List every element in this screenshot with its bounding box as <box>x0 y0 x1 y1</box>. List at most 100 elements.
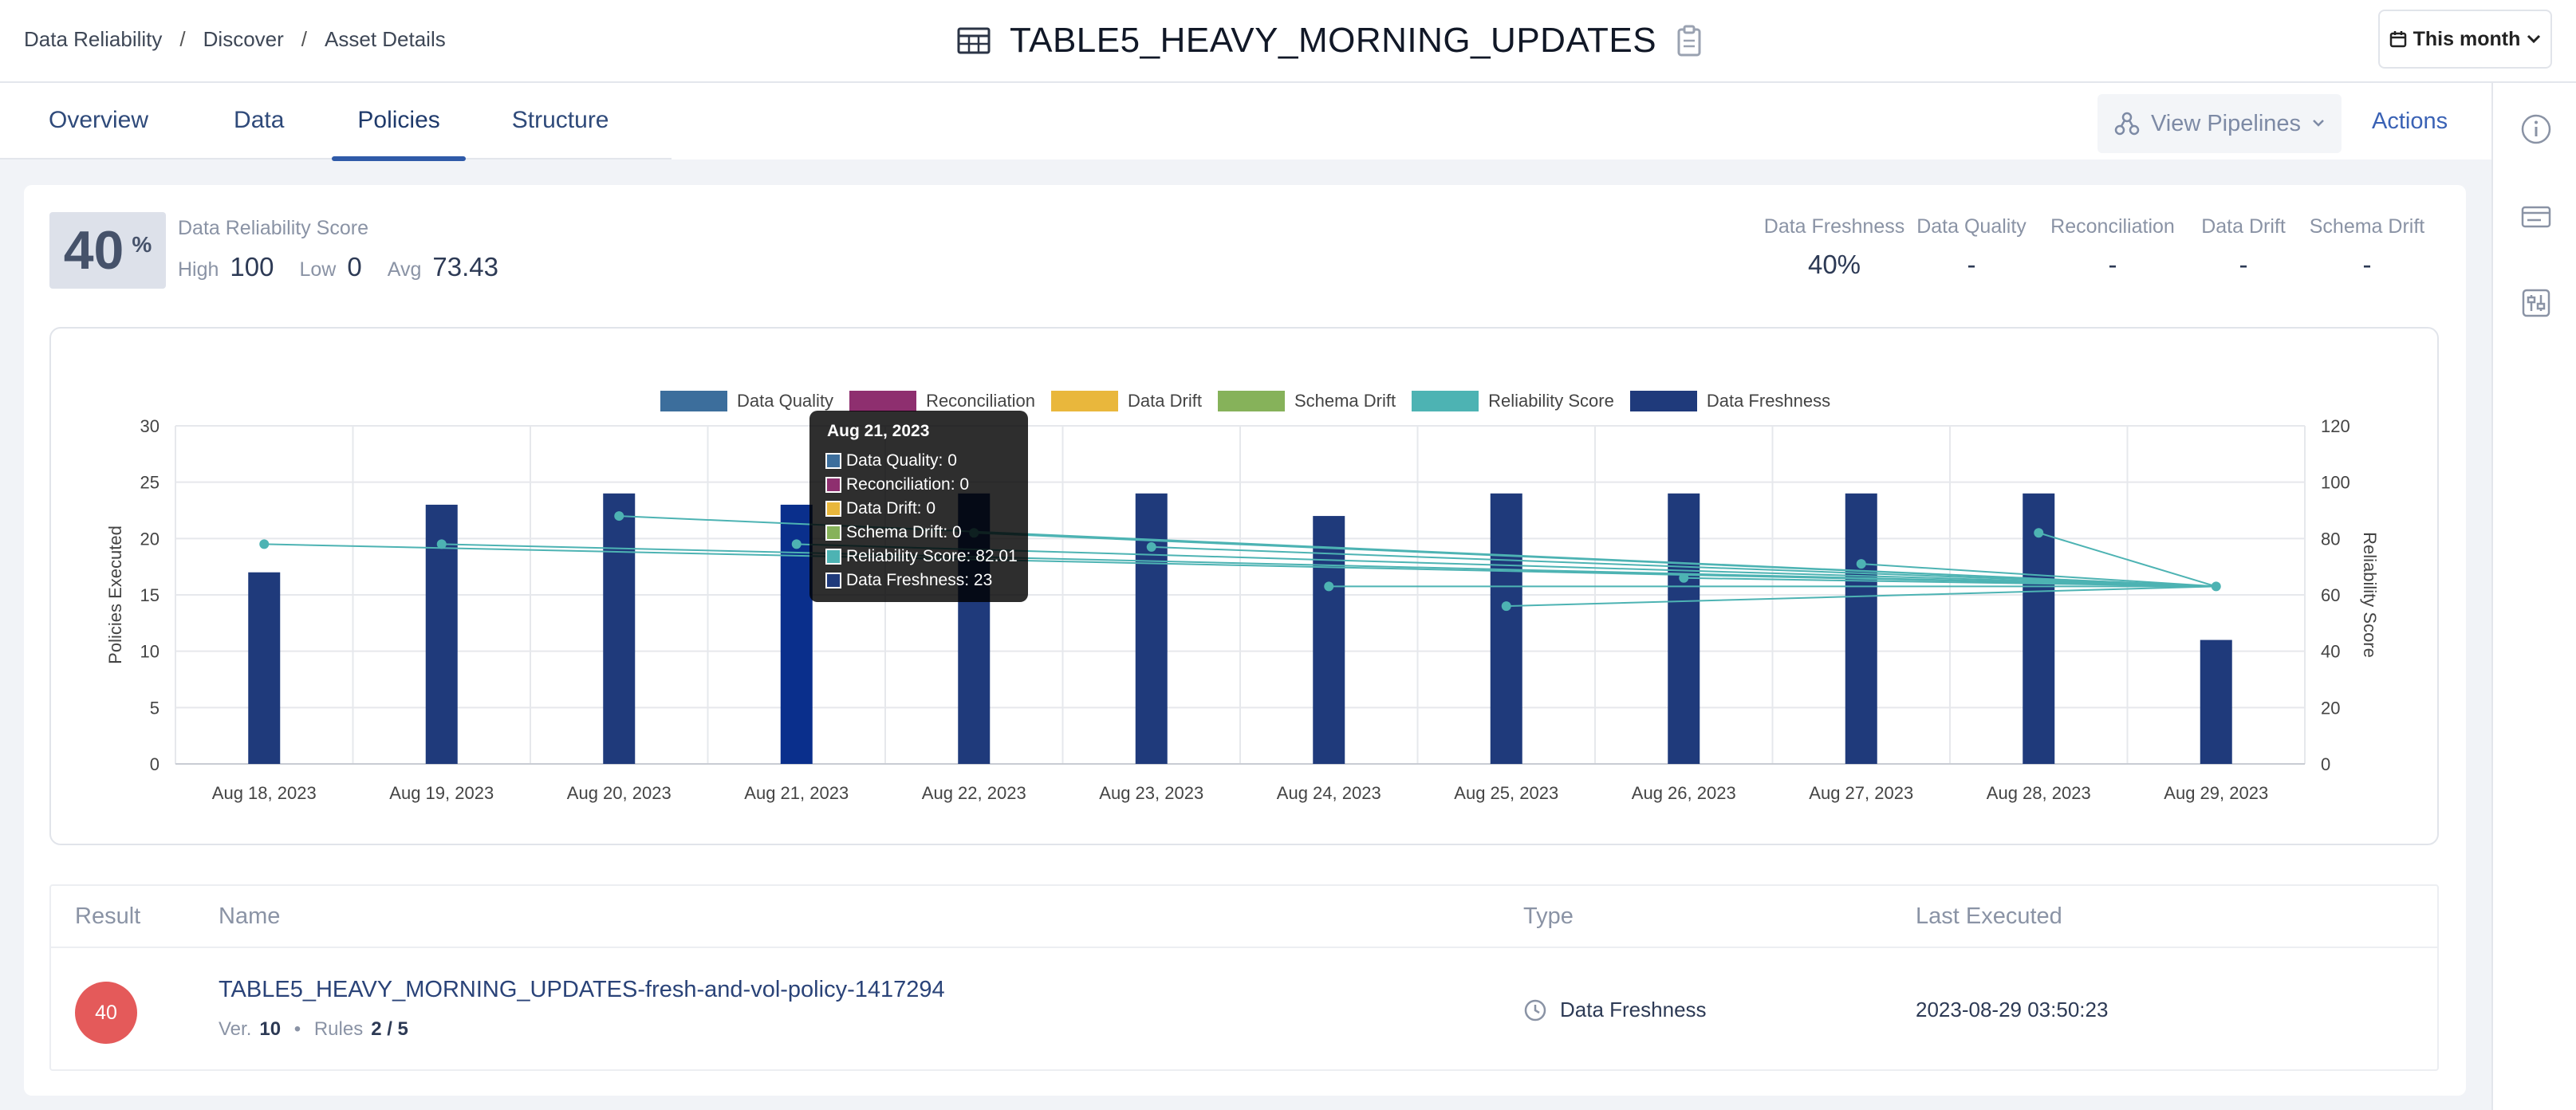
tooltip-row: Reliability Score: 82.01 <box>825 545 1020 569</box>
legend-label: Data Drift <box>1128 391 1202 411</box>
card-icon[interactable] <box>2520 201 2552 233</box>
page-title-group: TABLE5_HEAVY_MORNING_UPDATES <box>957 21 1703 61</box>
settings-sliders-icon[interactable] <box>2520 287 2552 319</box>
bullet-separator: • <box>289 1018 306 1040</box>
legend-item-reconciliation[interactable]: Reconciliation <box>849 391 1035 411</box>
legend-item-data-quality[interactable]: Data Quality <box>660 391 833 411</box>
breadcrumb-asset-details: Asset Details <box>325 27 446 51</box>
copy-clipboard-icon[interactable] <box>1676 25 1703 57</box>
tooltip-swatch <box>825 477 841 493</box>
legend-item-schema-drift[interactable]: Schema Drift <box>1217 391 1396 411</box>
tooltip-text: Data Drift: 0 <box>846 499 936 518</box>
table-icon <box>957 27 991 54</box>
rules-value: 2 / 5 <box>371 1018 408 1040</box>
date-filter-label: This month <box>2413 27 2521 50</box>
metric-label: Data Quality <box>1916 215 2027 238</box>
column-header-type: Type <box>1523 903 1574 929</box>
rules-label: Rules <box>313 1018 364 1040</box>
low-label: Low <box>299 258 337 281</box>
metric-schema-drift: Schema Drift - <box>2305 215 2429 280</box>
last-executed-value: 2023-08-29 03:50:23 <box>1916 998 2109 1021</box>
avg-value: 73.43 <box>432 252 498 281</box>
page-title: TABLE5_HEAVY_MORNING_UPDATES <box>1010 21 1657 60</box>
legend-label: Reconciliation <box>926 391 1036 411</box>
info-icon[interactable] <box>2520 113 2552 145</box>
breadcrumb: Data Reliability / Discover / Asset Deta… <box>24 27 446 52</box>
reliability-score-unit: % <box>132 232 152 257</box>
tab-policies[interactable]: Policies <box>332 83 467 161</box>
metric-value: - <box>2239 250 2248 279</box>
metric-data-drift: Data Drift - <box>2196 215 2290 280</box>
date-filter-button[interactable]: This month <box>2378 10 2552 69</box>
main-card: 40 % Data Reliability Score High 100 Low… <box>24 185 2466 1096</box>
legend-swatch <box>1629 391 1697 411</box>
column-header-result: Result <box>75 903 141 929</box>
tooltip-swatch <box>825 549 841 565</box>
tooltip-row: Data Freshness: 23 <box>825 569 1020 592</box>
legend-item-data-drift[interactable]: Data Drift <box>1051 391 1202 411</box>
tab-data[interactable]: Data <box>234 107 285 133</box>
legend-label: Data Freshness <box>1706 391 1831 411</box>
right-rail <box>2491 83 2576 1110</box>
tab-overview[interactable]: Overview <box>49 107 149 133</box>
breadcrumb-separator: / <box>179 27 186 51</box>
chart-legend: Data Quality Reconciliation Data Drift S… <box>660 391 1830 411</box>
legend-label: Reliability Score <box>1488 391 1614 411</box>
breadcrumb-discover[interactable]: Discover <box>203 27 284 51</box>
tab-list: Overview Data Policies Structure <box>0 83 672 161</box>
result-badge: 40 <box>75 982 137 1044</box>
version-label: Ver. <box>219 1018 252 1040</box>
metric-value: - <box>2108 250 2117 279</box>
chevron-down-icon <box>2527 34 2541 44</box>
tabs-bar: Overview Data Policies Structure View Pi… <box>0 83 2491 161</box>
metric-data-freshness: Data Freshness 40% <box>1755 215 1914 280</box>
breadcrumb-separator: / <box>301 27 308 51</box>
metric-label: Schema Drift <box>2309 215 2425 238</box>
policies-table: Result Name Type Last Executed 40 TABLE5… <box>49 884 2439 1071</box>
tooltip-text: Reconciliation: 0 <box>846 475 970 494</box>
tooltip-text: Data Freshness: 23 <box>846 571 993 589</box>
metric-value: - <box>2362 250 2372 279</box>
tab-structure[interactable]: Structure <box>511 107 609 133</box>
legend-swatch <box>849 391 917 411</box>
metric-label: Data Freshness <box>1763 215 1905 238</box>
metric-value: - <box>1967 250 1976 279</box>
version-value: 10 <box>259 1018 282 1040</box>
legend-label: Schema Drift <box>1294 391 1396 411</box>
chevron-down-icon <box>2313 120 2324 127</box>
reliability-score-badge: 40 % <box>49 212 166 289</box>
legend-swatch <box>1412 391 1479 411</box>
reliability-score-value: 40 <box>63 220 124 281</box>
low-value: 0 <box>347 252 362 281</box>
legend-item-reliability-score[interactable]: Reliability Score <box>1412 391 1614 411</box>
header-divider <box>51 947 2437 948</box>
avg-label: Avg <box>387 258 422 281</box>
breadcrumb-data-reliability[interactable]: Data Reliability <box>24 27 163 51</box>
score-stats: High 100 Low 0 Avg 73.43 <box>178 252 524 282</box>
legend-label: Data Quality <box>737 391 834 411</box>
legend-item-data-freshness[interactable]: Data Freshness <box>1629 391 1831 411</box>
metric-label: Reconciliation <box>2050 215 2175 238</box>
view-pipelines-button[interactable]: View Pipelines <box>2097 94 2342 153</box>
chart-tooltip: Aug 21, 2023 Data Quality: 0 Reconciliat… <box>809 411 1028 602</box>
legend-swatch <box>660 391 727 411</box>
metric-label: Data Drift <box>2201 215 2286 238</box>
top-bar: Data Reliability / Discover / Asset Deta… <box>0 0 2576 83</box>
metric-reconciliation: Reconciliation - <box>2046 215 2179 280</box>
policy-type: Data Freshness <box>1523 998 1707 1022</box>
policy-name-link[interactable]: TABLE5_HEAVY_MORNING_UPDATES-fresh-and-v… <box>219 977 945 1002</box>
tooltip-text: Data Quality: 0 <box>846 451 957 470</box>
high-value: 100 <box>230 252 274 281</box>
tooltip-swatch <box>825 453 841 469</box>
legend-swatch <box>1051 391 1119 411</box>
chart-card <box>49 327 2439 845</box>
tooltip-swatch <box>825 525 841 541</box>
tooltip-text: Schema Drift: 0 <box>846 523 962 541</box>
actions-button[interactable]: Actions <box>2372 108 2448 134</box>
high-label: High <box>178 258 219 281</box>
column-header-last-executed: Last Executed <box>1916 903 2062 929</box>
column-header-name: Name <box>219 903 281 929</box>
pipeline-icon <box>2114 112 2140 136</box>
view-pipelines-label: View Pipelines <box>2150 110 2302 136</box>
tooltip-row: Data Drift: 0 <box>825 497 1020 521</box>
